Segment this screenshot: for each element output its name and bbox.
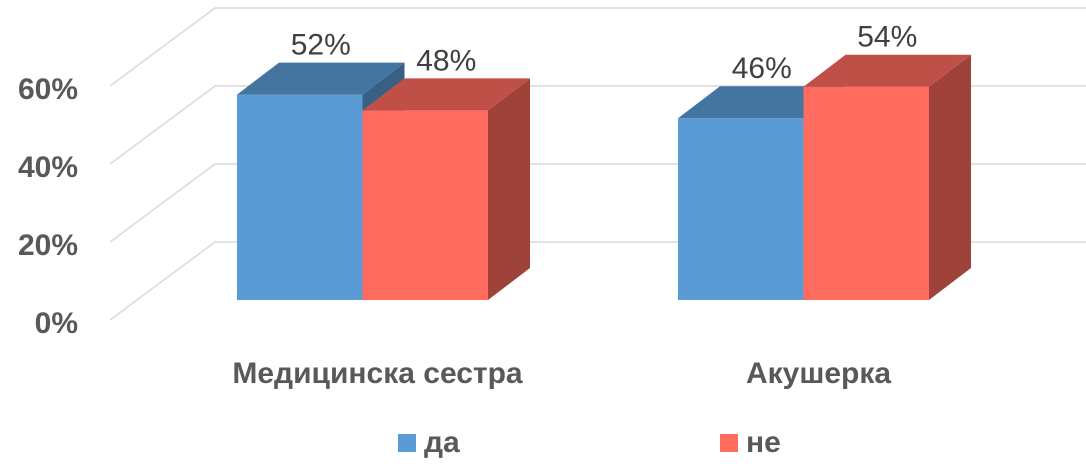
- bar: [678, 118, 804, 300]
- grid-line: [109, 7, 1086, 87]
- bar: [803, 86, 929, 300]
- x-tick-label: Медицинска сестра: [232, 357, 523, 390]
- bar: [237, 94, 363, 300]
- grid-line: [109, 85, 1086, 165]
- y-tick-label: 20%: [18, 229, 78, 262]
- legend-label: да: [424, 426, 460, 459]
- value-label: 52%: [291, 29, 351, 62]
- bar-top: [237, 62, 405, 95]
- value-label: 54%: [857, 21, 917, 54]
- y-tick-label: 60%: [18, 73, 78, 106]
- value-label: 48%: [416, 44, 476, 77]
- legend-swatch: [720, 434, 738, 452]
- bar-side: [929, 54, 971, 301]
- bar-top: [803, 54, 971, 87]
- bar-side: [488, 78, 530, 301]
- legend-swatch: [398, 434, 416, 452]
- bar: [362, 110, 488, 301]
- value-label: 46%: [732, 52, 792, 85]
- x-tick-label: Акушерка: [746, 357, 891, 390]
- y-tick-label: 0%: [35, 307, 78, 340]
- y-tick-label: 40%: [18, 151, 78, 184]
- legend-label: не: [746, 426, 781, 459]
- bar-top: [362, 78, 530, 111]
